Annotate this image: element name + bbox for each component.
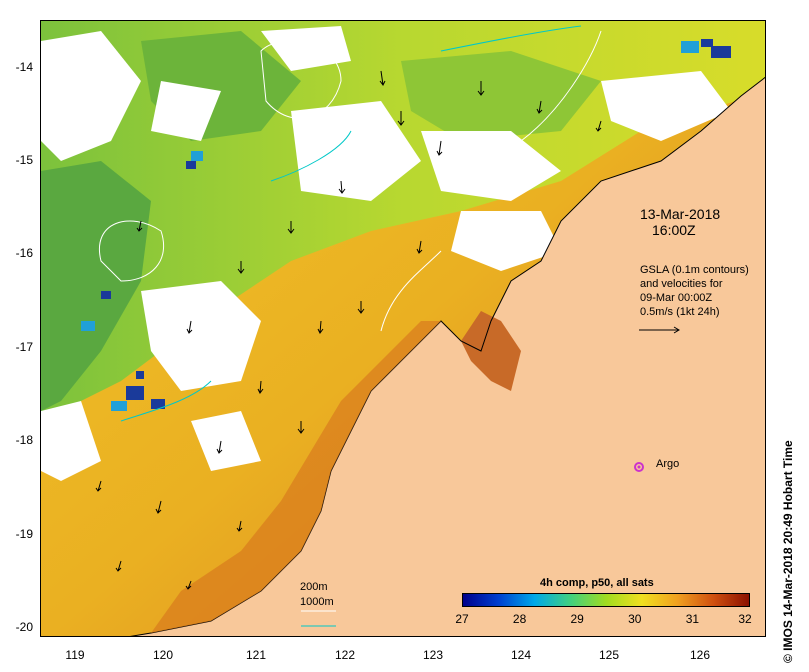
hot-coastal-band <box>151 321 441 633</box>
colorbar-tick-28: 28 <box>512 612 527 626</box>
lon-label-126: 126 <box>689 648 711 662</box>
lon-label-122: 122 <box>334 648 356 662</box>
velocity-arrows <box>95 70 602 590</box>
depth-200-label: 200m <box>300 581 328 593</box>
map-date: 13-Mar-2018 <box>640 206 721 222</box>
imos-credit: © IMOS 14-Mar-2018 20:49 Hobart Time <box>781 440 795 663</box>
lat-label-20: -20 <box>15 620 33 634</box>
lat-label-14: -14 <box>15 60 33 74</box>
lat-label-15: -15 <box>15 153 33 167</box>
green-patch-ne <box>401 51 601 141</box>
gsla-line-1: GSLA (0.1m contours) <box>640 264 749 276</box>
colorbar-tick-32: 32 <box>738 612 752 626</box>
lat-label-19: -19 <box>15 527 33 541</box>
argo-label: Argo <box>656 458 680 470</box>
lat-label-16: -16 <box>15 246 33 260</box>
colorbar-tick-29: 29 <box>570 612 584 626</box>
gsla-line-3: 09-Mar 00:00Z <box>640 292 713 304</box>
lon-label-123: 123 <box>422 648 444 662</box>
green-patch-west <box>41 161 151 411</box>
colorbar-title: 4h comp, p50, all sats <box>540 577 654 589</box>
argo-marker <box>634 462 644 472</box>
scale-arrow <box>639 326 680 334</box>
cloud-gaps <box>41 26 731 481</box>
map-time: 16:00Z <box>652 222 696 238</box>
gsla-line-4: 0.5m/s (1kt 24h) <box>640 306 720 318</box>
colorbar-tick-27: 27 <box>455 612 469 626</box>
colorbar <box>462 593 750 607</box>
lon-label-119: 119 <box>65 648 85 662</box>
depth-1000-label: 1000m <box>300 596 334 608</box>
lon-label-120: 120 <box>152 648 174 662</box>
lon-label-121: 121 <box>245 648 267 662</box>
map-canvas <box>41 21 765 636</box>
gsla-line-2: and velocities for <box>640 278 723 290</box>
cyan-specks <box>81 41 699 411</box>
lon-label-125: 125 <box>598 648 620 662</box>
lat-label-18: -18 <box>15 433 33 447</box>
colorbar-tick-30: 30 <box>628 612 642 626</box>
cold-specks <box>101 39 731 409</box>
lat-label-17: -17 <box>15 340 33 354</box>
land-mass <box>133 77 765 636</box>
lon-label-124: 124 <box>510 648 532 662</box>
colorbar-tick-31: 31 <box>685 612 700 626</box>
king-sound <box>461 311 521 391</box>
depth-contours <box>120 25 582 422</box>
sst-map[interactable] <box>40 20 766 637</box>
gsla-contours <box>98 30 602 332</box>
